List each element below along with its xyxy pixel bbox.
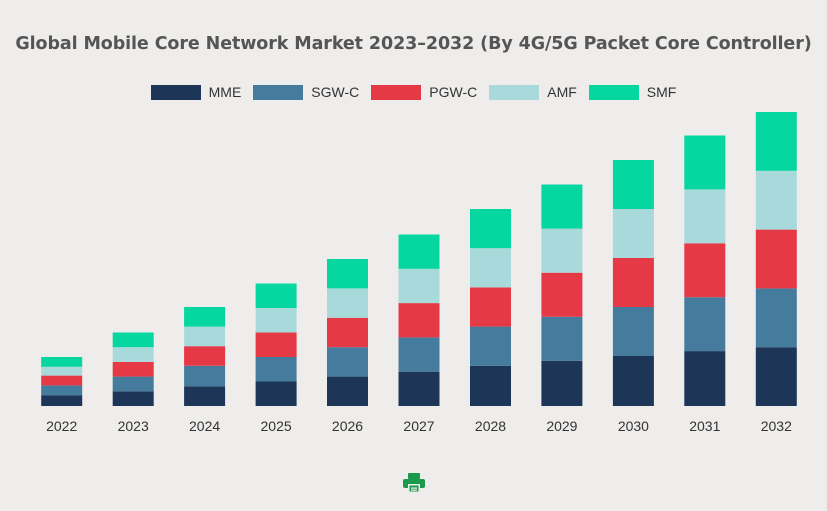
bar-mme-2030[interactable] bbox=[612, 356, 654, 406]
bar-smf-2026[interactable] bbox=[327, 259, 368, 289]
bar-sgw-c-2025[interactable] bbox=[255, 357, 297, 382]
bar-mme-2032[interactable] bbox=[755, 347, 797, 406]
bar-pgw-c-2025[interactable] bbox=[255, 332, 297, 358]
chart-plot-area: 2022 2023 2024 2025 2026 2027 2028 2029 2030 2031… bbox=[41, 112, 797, 434]
bar-smf-2023[interactable] bbox=[112, 332, 154, 348]
chart-legend: MME SGW-C PGW-C AMF SMF bbox=[0, 84, 827, 100]
x-tick-label-2029: 2029 bbox=[546, 418, 577, 434]
bar-mme-2029[interactable] bbox=[541, 360, 583, 406]
bar-smf-2022[interactable] bbox=[41, 357, 83, 367]
bar-sgw-c-2028[interactable] bbox=[470, 326, 511, 366]
x-tick-label-2032: 2032 bbox=[761, 418, 792, 434]
bar-pgw-c-2028[interactable] bbox=[470, 287, 511, 327]
bar-amf-2028[interactable] bbox=[470, 248, 511, 288]
bar-pgw-c-2022[interactable] bbox=[41, 375, 83, 386]
x-tick-label-2026: 2026 bbox=[332, 418, 363, 434]
bar-pgw-c-2026[interactable] bbox=[327, 317, 368, 348]
bar-sgw-c-2024[interactable] bbox=[184, 365, 226, 387]
bar-amf-2031[interactable] bbox=[684, 189, 726, 244]
legend-item-pgw-c[interactable]: PGW-C bbox=[371, 84, 477, 100]
print-icon bbox=[403, 473, 425, 493]
bar-mme-2026[interactable] bbox=[327, 376, 368, 406]
x-tick-label-2030: 2030 bbox=[618, 418, 649, 434]
bar-smf-2032[interactable] bbox=[755, 112, 797, 171]
bar-mme-2027[interactable] bbox=[398, 371, 440, 406]
legend-swatch-smf bbox=[588, 84, 639, 100]
bar-sgw-c-2029[interactable] bbox=[541, 316, 583, 361]
bar-sgw-c-2032[interactable] bbox=[755, 288, 797, 348]
x-tick-label-2023: 2023 bbox=[118, 418, 149, 434]
bar-pgw-c-2027[interactable] bbox=[398, 303, 440, 338]
x-tick-label-2025: 2025 bbox=[261, 418, 292, 434]
bar-amf-2026[interactable] bbox=[327, 288, 368, 318]
bar-pgw-c-2023[interactable] bbox=[112, 361, 154, 377]
x-tick-label-2022: 2022 bbox=[46, 418, 77, 434]
bar-amf-2032[interactable] bbox=[755, 170, 797, 230]
bar-pgw-c-2032[interactable] bbox=[755, 229, 797, 289]
bar-amf-2023[interactable] bbox=[112, 347, 154, 362]
bar-smf-2029[interactable] bbox=[541, 184, 583, 229]
legend-swatch-amf bbox=[489, 84, 540, 100]
x-tick-label-2028: 2028 bbox=[475, 418, 506, 434]
bar-sgw-c-2026[interactable] bbox=[327, 347, 368, 377]
bar-smf-2028[interactable] bbox=[470, 209, 511, 249]
legend-label-sgw-c: SGW-C bbox=[311, 84, 360, 100]
bar-pgw-c-2030[interactable] bbox=[612, 258, 654, 307]
bar-pgw-c-2024[interactable] bbox=[184, 346, 226, 366]
bar-mme-2031[interactable] bbox=[684, 351, 726, 406]
bar-amf-2022[interactable] bbox=[41, 366, 83, 376]
x-tick-label-2024: 2024 bbox=[189, 418, 220, 434]
legend-item-amf[interactable]: AMF bbox=[489, 84, 577, 100]
x-tick-label-2027: 2027 bbox=[403, 418, 434, 434]
bar-pgw-c-2031[interactable] bbox=[684, 243, 726, 298]
legend-swatch-pgw-c bbox=[371, 84, 422, 100]
bar-smf-2027[interactable] bbox=[398, 234, 440, 269]
bar-mme-2022[interactable] bbox=[41, 395, 83, 406]
bar-sgw-c-2031[interactable] bbox=[684, 297, 726, 352]
bar-amf-2029[interactable] bbox=[541, 228, 583, 273]
bar-smf-2030[interactable] bbox=[612, 160, 654, 209]
legend-label-mme: MME bbox=[208, 84, 242, 100]
bar-sgw-c-2023[interactable] bbox=[112, 376, 154, 392]
bar-amf-2024[interactable] bbox=[184, 326, 226, 347]
x-tick-label-2031: 2031 bbox=[689, 418, 720, 434]
legend-item-sgw-c[interactable]: SGW-C bbox=[253, 84, 359, 100]
legend-item-smf[interactable]: SMF bbox=[588, 84, 677, 100]
bar-amf-2025[interactable] bbox=[255, 308, 297, 333]
print-button[interactable] bbox=[402, 472, 426, 494]
legend-label-pgw-c: PGW-C bbox=[429, 84, 478, 100]
bar-smf-2031[interactable] bbox=[684, 135, 726, 190]
bar-amf-2027[interactable] bbox=[398, 268, 440, 304]
bar-sgw-c-2027[interactable] bbox=[398, 337, 440, 372]
bar-mme-2023[interactable] bbox=[112, 391, 154, 406]
bar-mme-2028[interactable] bbox=[470, 365, 511, 406]
legend-label-amf: AMF bbox=[547, 84, 577, 100]
legend-swatch-sgw-c bbox=[253, 84, 304, 100]
chart-title: Global Mobile Core Network Market 2023–2… bbox=[15, 34, 812, 54]
legend-swatch-mme bbox=[150, 84, 201, 100]
bar-mme-2024[interactable] bbox=[184, 386, 226, 406]
legend-item-mme[interactable]: MME bbox=[150, 84, 242, 100]
bar-sgw-c-2030[interactable] bbox=[612, 307, 654, 356]
bar-amf-2030[interactable] bbox=[612, 209, 654, 258]
bar-sgw-c-2022[interactable] bbox=[41, 385, 83, 396]
bar-smf-2025[interactable] bbox=[255, 283, 297, 309]
legend-label-smf: SMF bbox=[646, 84, 677, 100]
bar-pgw-c-2029[interactable] bbox=[541, 272, 583, 317]
bar-smf-2024[interactable] bbox=[184, 307, 226, 327]
bar-mme-2025[interactable] bbox=[255, 381, 297, 407]
